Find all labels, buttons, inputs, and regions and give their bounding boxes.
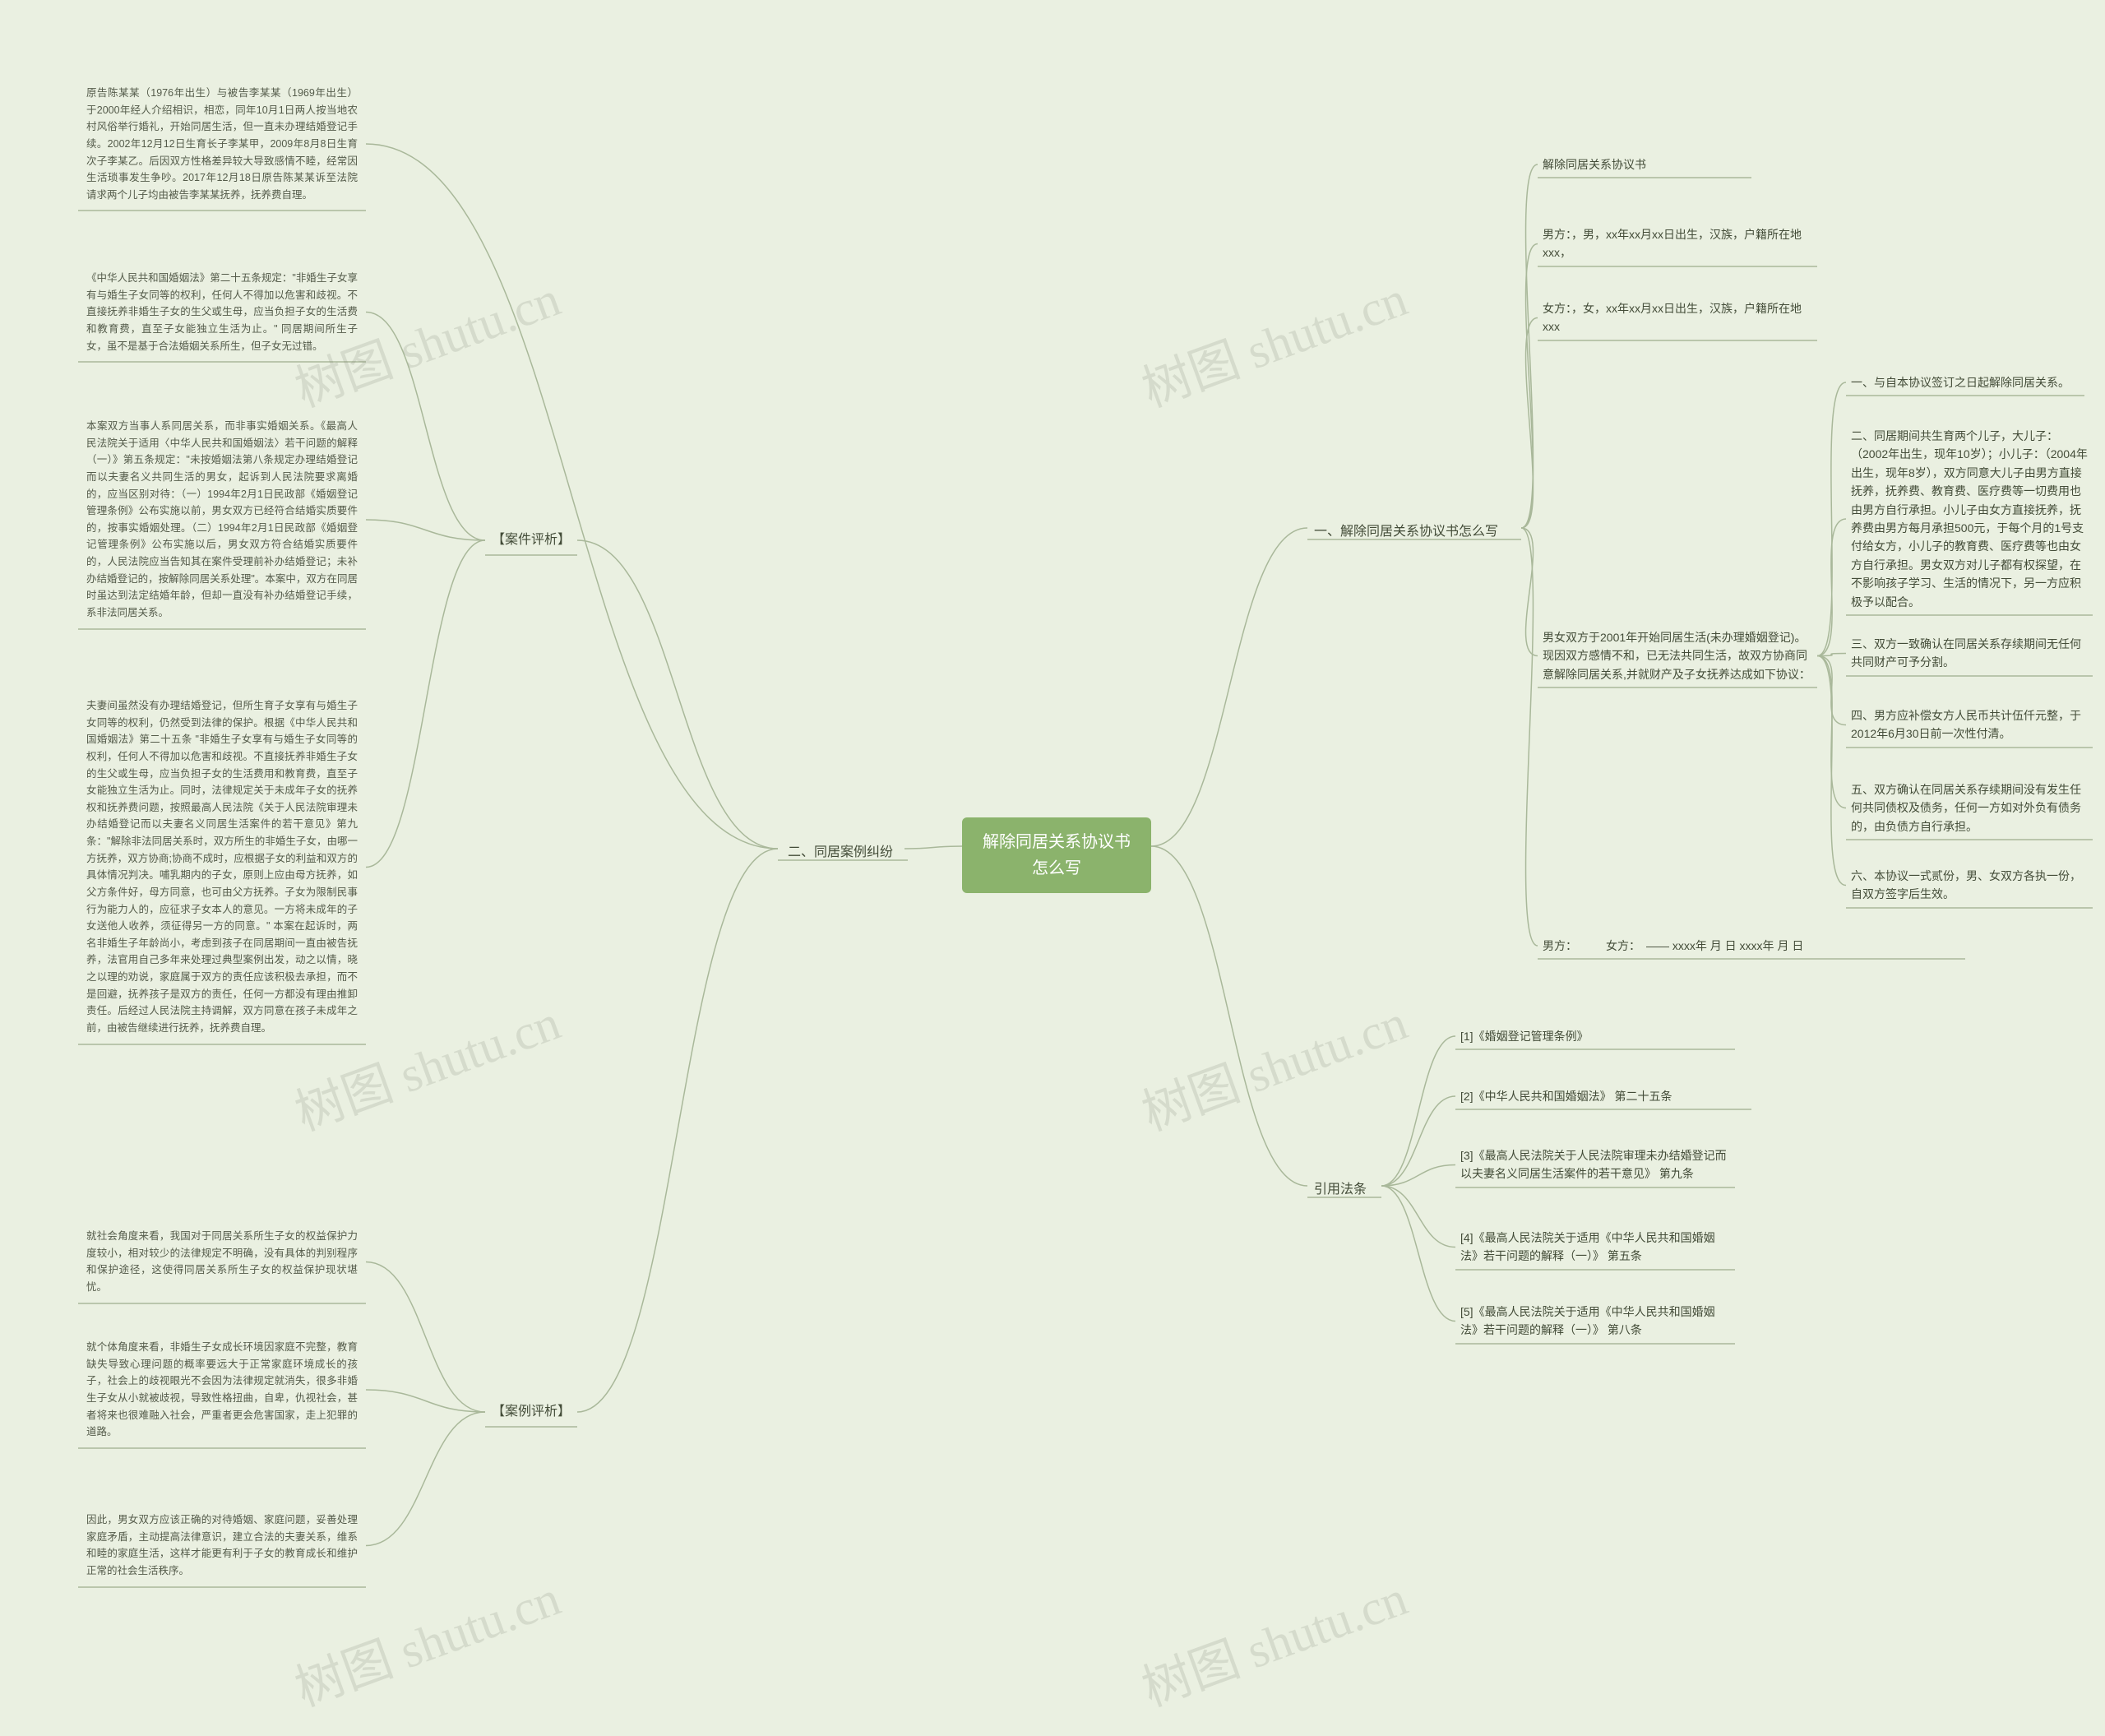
node-s2-case: 原告陈某某（1976年出生）与被告李某某（1969年出生）于2000年经人介绍相…: [78, 78, 366, 210]
node-c3: [3]《最高人民法院关于人民法院审理未办结婚登记而以夫妻名义同居生活案件的若干意…: [1455, 1143, 1735, 1187]
node-s2-c2: 就个体角度来看，非婚生子女成长环境因家庭不完整，教育缺失导致心理问题的概率要远大…: [78, 1332, 366, 1447]
node-s2-c1: 就社会角度来看，我国对于同居关系所生子女的权益保护力度较小，相对较少的法律规定不…: [78, 1221, 366, 1303]
node-s1-f: 女方：，女，xx年xx月xx日出生，汉族，户籍所在地xxx: [1538, 296, 1817, 340]
node-s1-intro: 男女双方于2001年开始同居生活(未办理婚姻登记)。现因双方感情不和，已无法共同…: [1538, 625, 1817, 687]
node-c1: [1]《婚姻登记管理条例》: [1455, 1024, 1735, 1049]
node-s1-h: 解除同居关系协议书: [1538, 152, 1751, 177]
node-s2-a3: 夫妻间虽然没有办理结婚登记，但所生育子女享有与婚生子女同等的权利，仍然受到法律的…: [78, 691, 366, 1044]
branch-cite: 引用法条: [1307, 1176, 1373, 1204]
node-s2-a2: 本案双方当事人系同居关系，而非事实婚姻关系。《最高人民法院关于适用〈中华人民共和…: [78, 411, 366, 628]
node-s1-m: 男方：，男，xx年xx月xx日出生，汉族，户籍所在地xxx，: [1538, 222, 1817, 266]
node-s2-a1: 《中华人民共和国婚姻法》第二十五条规定："非婚生子女享有与婚生子女同等的权利，任…: [78, 263, 366, 361]
node-s2-comment: 【案例评析】: [485, 1398, 577, 1426]
branch-section1: 一、解除同居关系协议书怎么写: [1307, 518, 1505, 546]
node-s1-5: 五、双方确认在同居关系存续期间没有发生任何共同债权及债务，任何一方如对外负有债务…: [1846, 777, 2093, 839]
watermark: 树图 shutu.cn: [1131, 983, 1415, 1145]
node-s1-4: 四、男方应补偿女方人民币共计伍仟元整，于2012年6月30日前一次性付清。: [1846, 703, 2093, 747]
node-c2: [2]《中华人民共和国婚姻法》 第二十五条: [1455, 1084, 1751, 1109]
watermark: 树图 shutu.cn: [1131, 1558, 1415, 1720]
node-s2-c3: 因此，男女双方应该正确的对待婚姻、家庭问题，妥善处理家庭矛盾，主动提高法律意识，…: [78, 1505, 366, 1586]
node-c4: [4]《最高人民法院关于适用《中华人民共和国婚姻法》若干问题的解释（一）》 第五…: [1455, 1225, 1735, 1269]
node-s1-2: 二、同居期间共生育两个儿子，大儿子：（2002年出生，现年10岁）；小儿子：（2…: [1846, 424, 2093, 614]
node-c5: [5]《最高人民法院关于适用《中华人民共和国婚姻法》若干问题的解释（一）》 第八…: [1455, 1299, 1735, 1343]
node-s1-sig: 男方： 女方： —— xxxx年 月 日 xxxx年 月 日: [1538, 933, 1965, 958]
node-s2-anal: 【案件评析】: [485, 526, 577, 554]
node-s1-1: 一、与自本协议签订之日起解除同居关系。: [1846, 370, 2084, 395]
root-node: 解除同居关系协议书怎么写: [962, 817, 1151, 893]
node-s1-3: 三、双方一致确认在同居关系存续期间无任何共同财产可予分割。: [1846, 632, 2093, 675]
branch-section2: 二、同居案例纠纷: [781, 839, 900, 867]
watermark: 树图 shutu.cn: [1131, 259, 1415, 421]
node-s1-6: 六、本协议一式贰份，男、女双方各执一份，自双方签字后生效。: [1846, 863, 2093, 907]
